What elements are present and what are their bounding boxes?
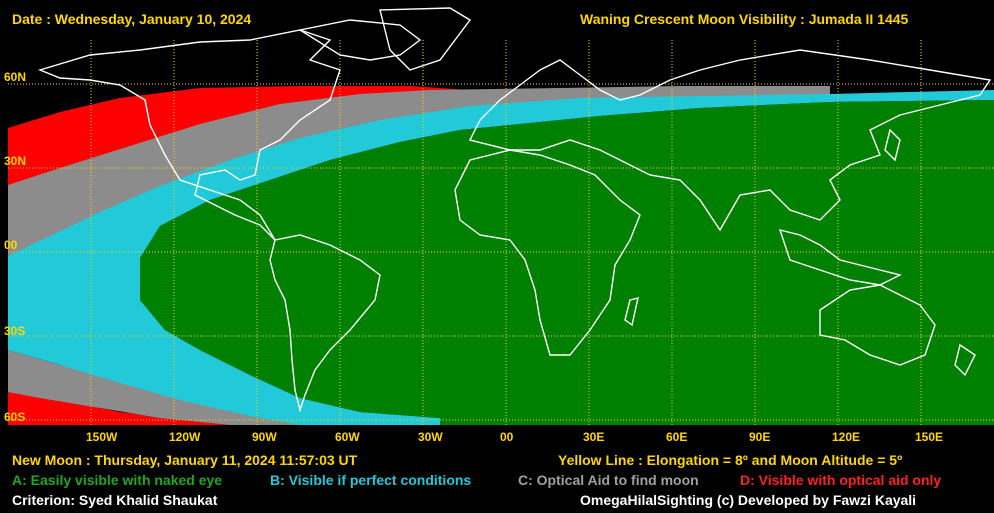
lat-label-00: 00: [4, 238, 18, 252]
lon-label-30w: 30W: [418, 430, 443, 444]
lon-label-120e: 120E: [832, 430, 861, 444]
new-moon-label: New Moon : Thursday, January 11, 2024 11…: [12, 452, 358, 468]
lon-label-00: 00: [500, 430, 514, 444]
lon-label-150w: 150W: [86, 430, 118, 444]
grid-lines: [8, 40, 994, 425]
lon-label-150e: 150E: [915, 430, 944, 444]
yellow-line-label: Yellow Line : Elongation = 8º and Moon A…: [558, 452, 903, 468]
zone-b-cyan: [8, 90, 994, 425]
lon-label-90w: 90W: [252, 430, 277, 444]
legend-a: A: Easily visible with naked eye: [12, 472, 223, 488]
legend-c: C: Optical Aid to find moon: [518, 472, 699, 488]
lon-label-90e: 90E: [749, 430, 771, 444]
lat-label-30s: 30S: [4, 324, 26, 338]
lat-label-60s: 60S: [4, 410, 26, 424]
map-title: Waning Crescent Moon Visibility : Jumada…: [580, 11, 909, 27]
legend-d: D: Visible with optical aid only: [740, 472, 942, 488]
lon-label-60w: 60W: [335, 430, 360, 444]
date-label: Date : Wednesday, January 10, 2024: [12, 11, 252, 27]
coastlines: [37, 7, 992, 413]
zone-a-green: [140, 100, 994, 425]
criterion-label: Criterion: Syed Khalid Shaukat: [12, 492, 218, 508]
legend-b: B: Visible if perfect conditions: [270, 472, 472, 488]
lon-label-30e: 30E: [583, 430, 605, 444]
visibility-zones: [8, 86, 994, 425]
lat-label-60n: 60N: [4, 70, 27, 84]
credit-label: OmegaHilalSighting (c) Developed by Fawz…: [580, 492, 917, 508]
lat-label-30n: 30N: [4, 154, 27, 168]
lon-label-120w: 120W: [169, 430, 201, 444]
lon-label-60e: 60E: [666, 430, 688, 444]
